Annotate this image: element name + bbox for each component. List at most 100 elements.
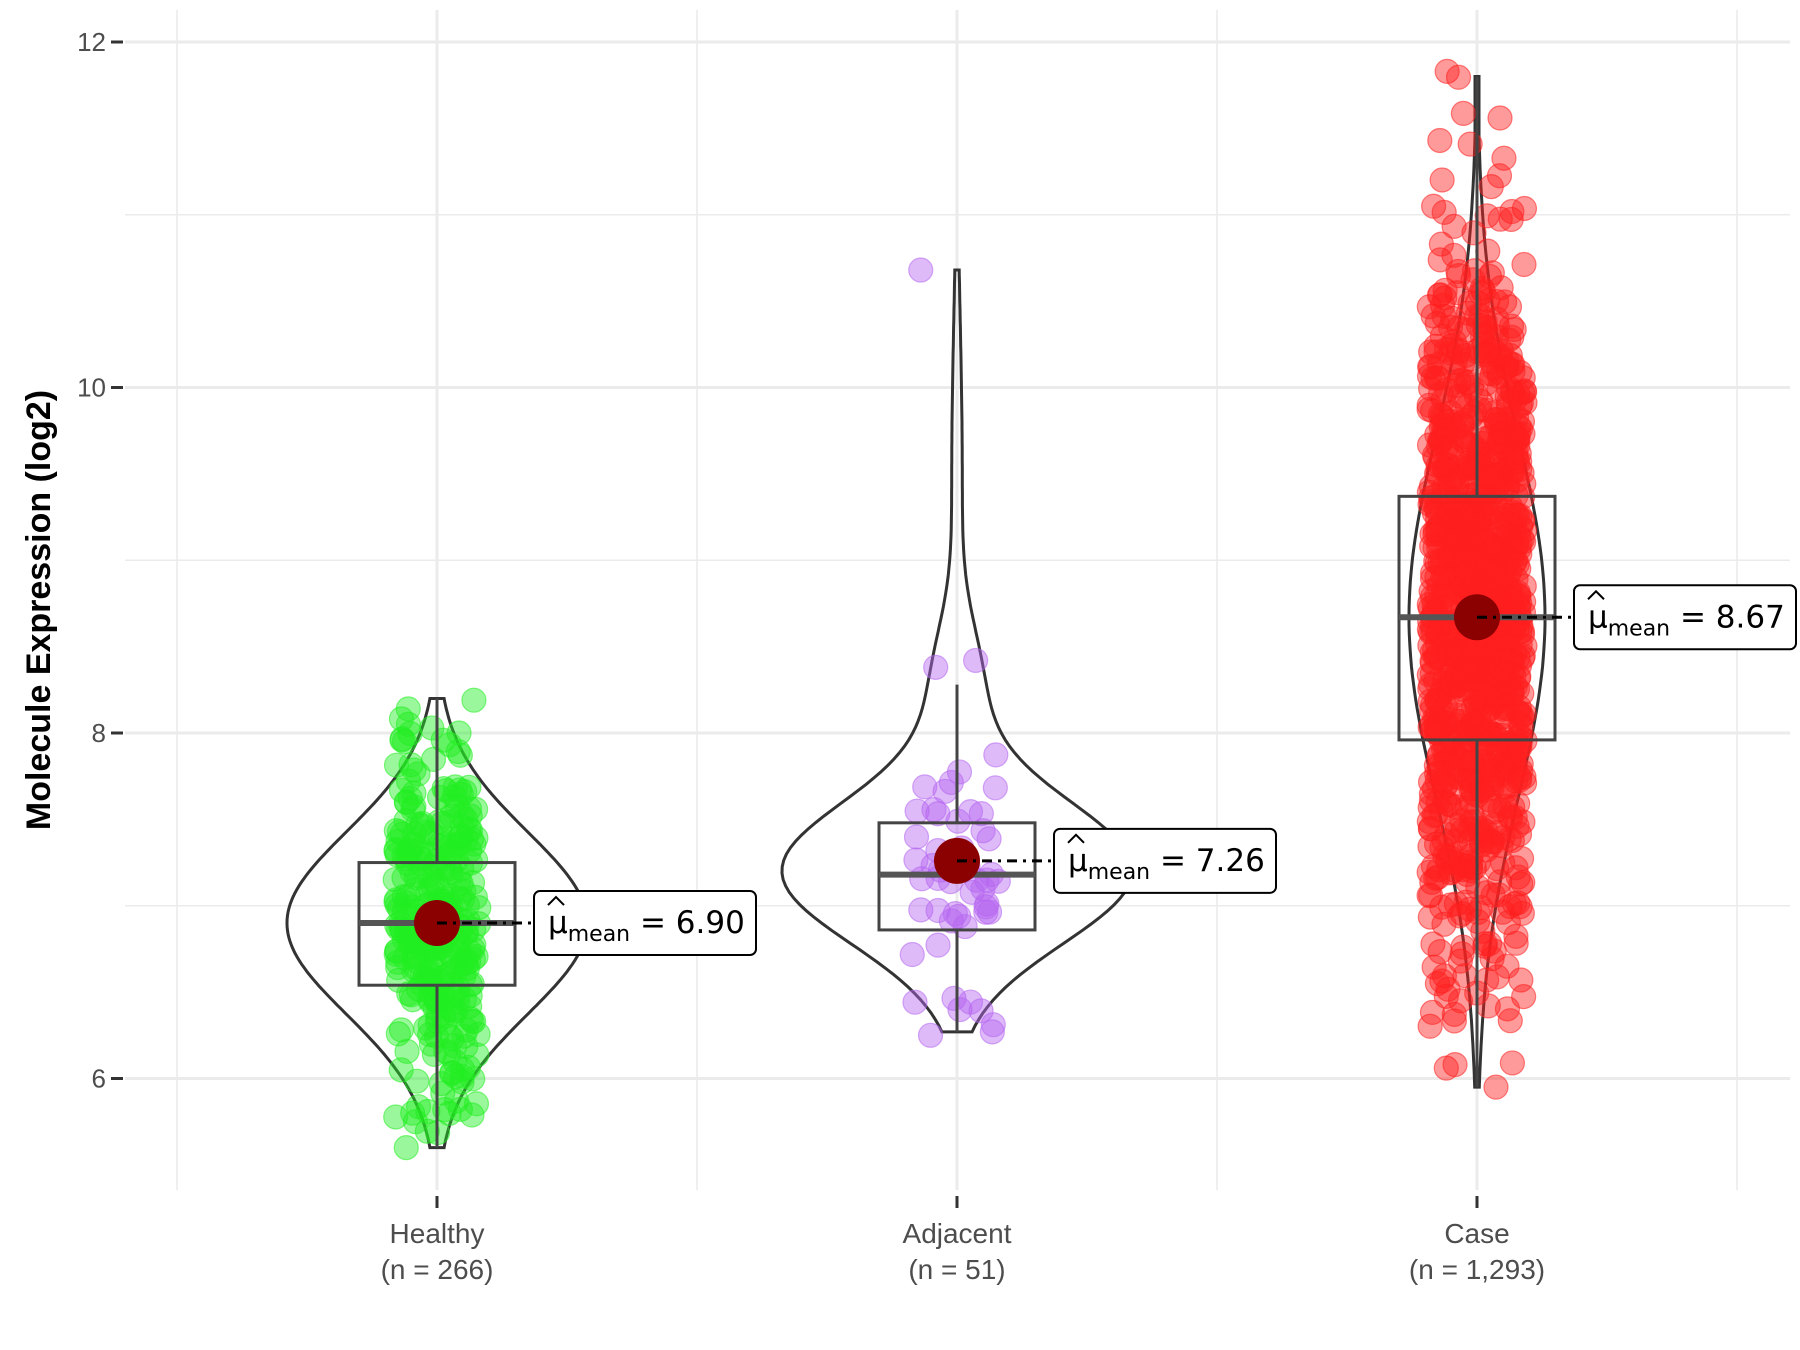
data-point (1492, 289, 1518, 315)
data-point (968, 998, 994, 1024)
data-point (449, 1069, 475, 1095)
data-point (1474, 967, 1500, 993)
data-point (1449, 676, 1476, 702)
data-point (974, 891, 1000, 917)
data-point (912, 774, 938, 800)
data-point (1418, 578, 1444, 604)
data-point (388, 1017, 415, 1043)
data-point (439, 1060, 465, 1086)
data-point (1418, 485, 1444, 511)
data-point (385, 828, 411, 854)
data-point (1484, 689, 1510, 715)
data-point (1427, 127, 1453, 154)
data-point (426, 784, 453, 810)
data-point (1503, 445, 1529, 471)
y-tick-label: 6 (92, 1064, 106, 1094)
data-point (1434, 377, 1460, 403)
data-point (1495, 730, 1521, 756)
data-point (1499, 680, 1525, 706)
data-point (902, 989, 928, 1015)
y-axis-label: Molecule Expression (log2) (20, 390, 58, 830)
data-point (979, 1019, 1005, 1045)
data-point (1440, 667, 1466, 693)
x-tick-count-adjacent: (n = 51) (908, 1254, 1005, 1285)
data-point (1421, 954, 1447, 980)
data-point (1505, 864, 1531, 890)
data-point (942, 901, 968, 927)
data-point (1500, 794, 1526, 820)
data-point (973, 899, 999, 925)
data-point (1441, 213, 1467, 239)
data-point (1459, 507, 1485, 533)
data-point (1475, 993, 1501, 1019)
data-point (382, 866, 408, 893)
data-point (899, 941, 925, 968)
data-point (1494, 476, 1520, 502)
violin-healthy (285, 697, 589, 1150)
data-point (457, 982, 483, 1009)
data-point (923, 654, 949, 680)
data-point (1475, 500, 1501, 527)
data-point (453, 826, 479, 852)
data-point (941, 985, 967, 1011)
y-tick-label: 12 (77, 27, 106, 57)
data-point (1417, 354, 1444, 380)
data-point (1499, 324, 1525, 350)
data-point (925, 932, 951, 958)
mean-hat (1587, 589, 1605, 600)
data-point (1490, 419, 1516, 446)
data-point (1511, 529, 1537, 555)
data-point (1481, 938, 1507, 964)
mean-label: μmean = 6.90 (548, 905, 745, 947)
data-point (1473, 342, 1499, 368)
data-point (1420, 853, 1447, 880)
data-point (1452, 853, 1478, 879)
data-point (903, 824, 930, 850)
data-point (1450, 100, 1477, 127)
data-point (1416, 432, 1443, 458)
x-tick-count-healthy: (n = 266) (381, 1254, 494, 1285)
data-point (448, 781, 474, 807)
data-point (1503, 855, 1529, 881)
data-point (1498, 313, 1525, 339)
data-point (1487, 206, 1513, 232)
data-point (983, 742, 1009, 768)
data-point (1469, 520, 1495, 547)
data-point (1482, 811, 1509, 837)
data-point (1419, 533, 1445, 559)
jitter-points (382, 58, 1538, 1161)
data-point (405, 1094, 432, 1120)
y-axis: 6 8 10 12 (77, 27, 123, 1094)
data-point (1423, 714, 1449, 740)
data-point (1439, 508, 1465, 534)
data-point (1416, 616, 1443, 643)
data-point (393, 1134, 419, 1161)
data-point (947, 996, 973, 1023)
x-tick-label-healthy: Healthy (390, 1218, 485, 1249)
data-point (1505, 580, 1531, 606)
data-point (1428, 231, 1454, 257)
data-point (1489, 704, 1515, 730)
data-point (1428, 797, 1454, 824)
data-point (963, 647, 989, 674)
data-point (1434, 58, 1460, 84)
data-point (447, 742, 473, 768)
data-point (903, 847, 929, 873)
data-point (1459, 749, 1485, 775)
mean-label: μmean = 7.26 (1068, 843, 1265, 885)
data-point (383, 1104, 409, 1130)
data-point (383, 818, 409, 844)
data-point (1430, 736, 1457, 763)
data-point (1511, 195, 1538, 222)
data-point (1494, 511, 1521, 537)
data-point (453, 806, 479, 833)
data-point (1503, 440, 1529, 466)
data-point (421, 975, 447, 1001)
data-point (1486, 364, 1513, 390)
data-point (1481, 556, 1508, 583)
data-point (917, 1022, 944, 1048)
data-point (1424, 310, 1450, 336)
data-point (1499, 1050, 1525, 1076)
data-point (1422, 517, 1448, 543)
